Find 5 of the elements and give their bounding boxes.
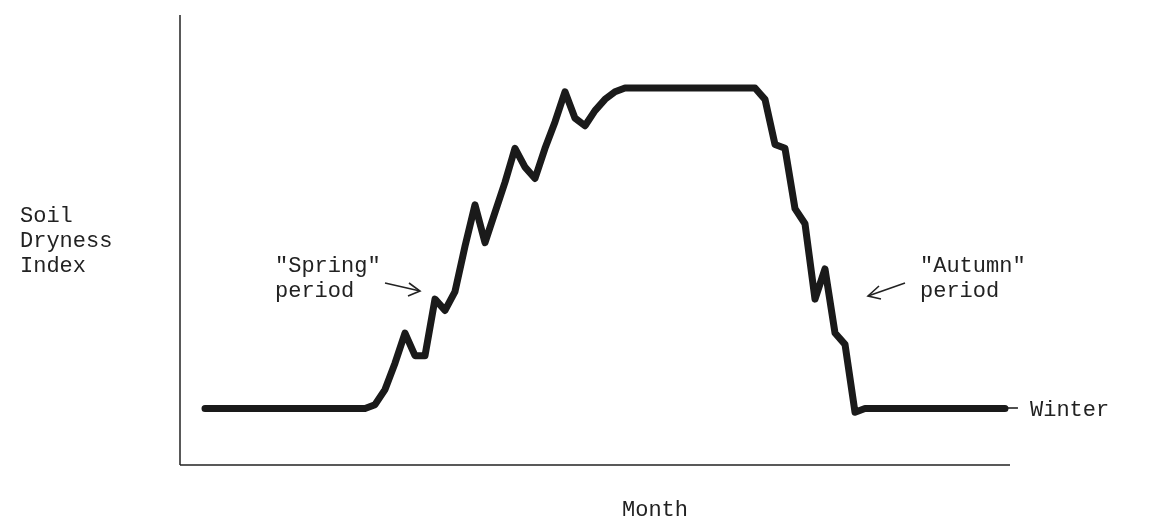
text: Winter: [1030, 398, 1110, 423]
annotation: "Autumn" period: [920, 254, 1026, 304]
annotation: "Spring" period: [275, 254, 381, 304]
y-axis-title: Soil Dryness Index: [20, 204, 113, 279]
x-axis-title: Month: [621, 498, 689, 520]
